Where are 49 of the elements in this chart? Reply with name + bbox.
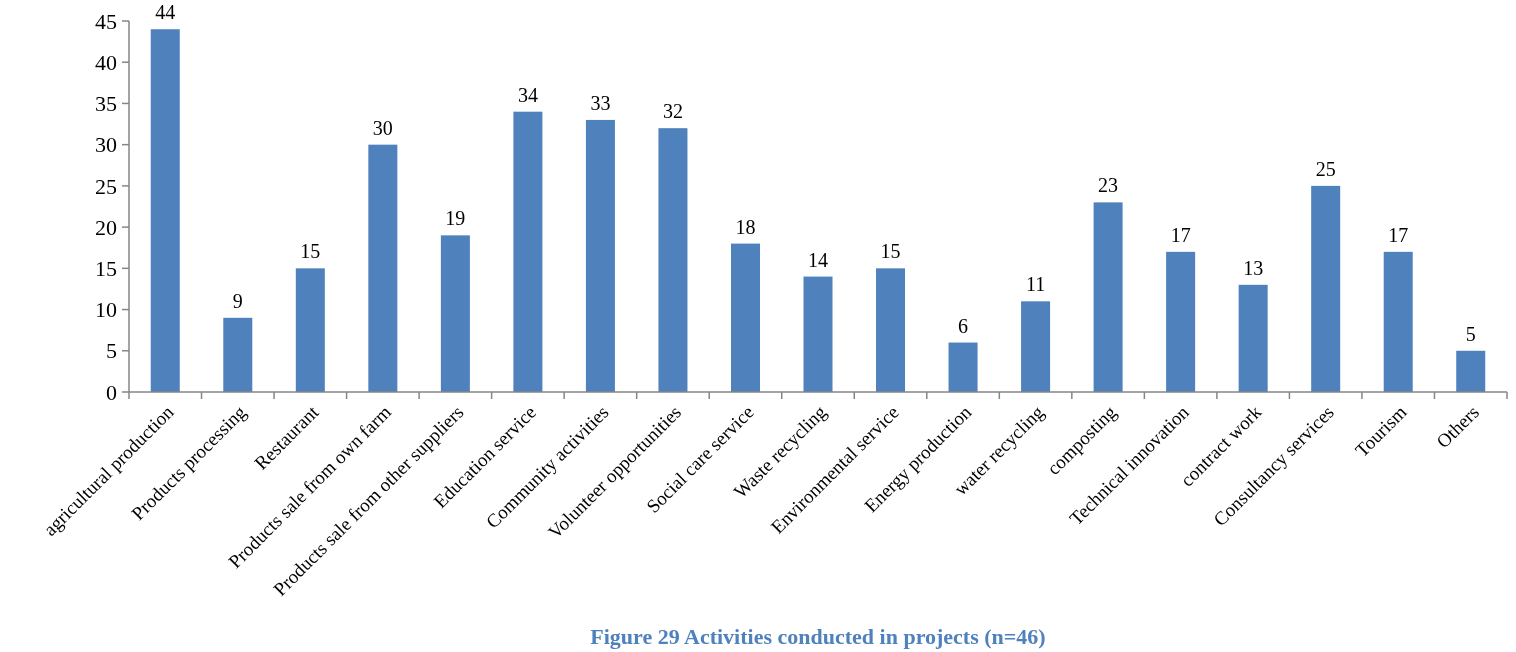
bar [440,235,470,392]
data-label: 30 [372,116,393,139]
bar [1093,202,1123,392]
data-label: 15 [880,240,901,263]
bar [1456,350,1486,392]
y-tick-label: 0 [106,379,117,405]
bar [1021,301,1051,392]
data-label: 14 [808,248,828,271]
data-label: 19 [445,207,466,230]
data-label: 9 [232,289,243,312]
bar [1383,251,1413,392]
data-label: 44 [155,1,176,24]
bar [948,342,978,392]
y-tick-label: 40 [95,49,117,75]
data-label: 17 [1170,223,1191,246]
bar [368,144,398,392]
y-tick-label: 10 [95,297,117,323]
y-tick-label: 45 [95,8,117,34]
bar [223,317,253,392]
bar [658,128,688,392]
bar [1238,284,1268,392]
text: Figure 29 Activities conducted in projects (n=46) [590,624,1046,649]
data-label: 5 [1465,322,1476,345]
bar [295,268,325,392]
data-label: 23 [1098,174,1119,197]
data-label: 13 [1243,256,1264,279]
bar [150,29,180,392]
y-tick-label: 30 [95,132,117,158]
data-label: 6 [958,314,969,337]
bar [585,119,615,392]
bar [513,111,543,392]
data-label: 17 [1388,223,1409,246]
data-label: 33 [590,91,611,114]
data-label: 25 [1315,157,1336,180]
y-tick-label: 35 [95,91,117,117]
data-label: 32 [662,100,683,123]
y-tick-label: 15 [95,256,117,282]
data-label: 34 [517,83,538,106]
data-label: 11 [1025,273,1046,296]
y-tick-label: 5 [106,338,117,364]
bar [1311,185,1341,392]
y-tick-label: 20 [95,214,117,240]
bar [803,276,833,392]
data-label: 15 [300,240,321,263]
data-label: 18 [735,215,756,238]
bar [730,243,760,392]
bar [876,268,906,392]
y-tick-label: 25 [95,173,117,199]
bar [1166,251,1196,392]
